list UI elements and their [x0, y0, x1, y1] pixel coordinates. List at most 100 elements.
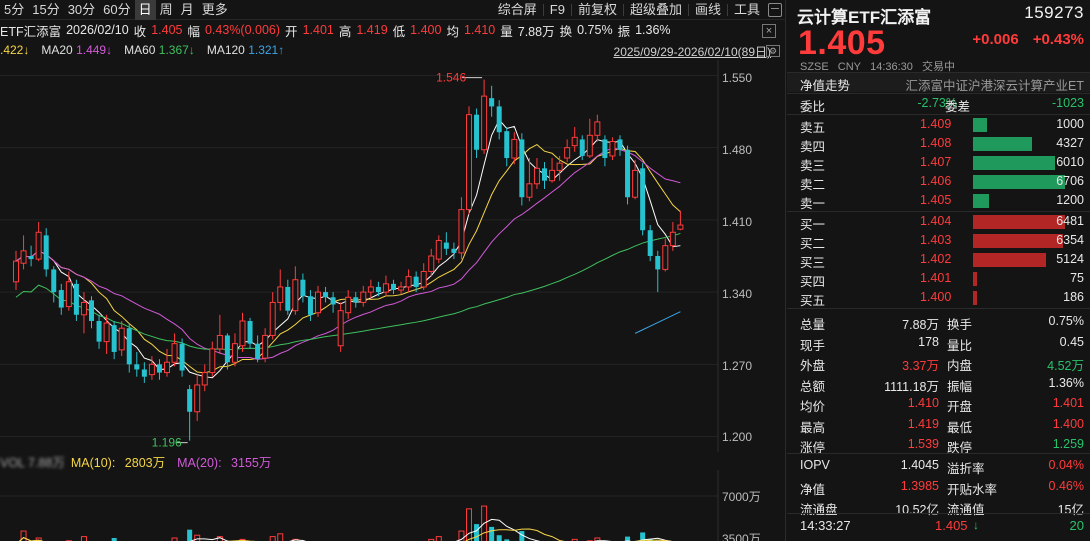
divider [787, 114, 1090, 115]
candle-body-up [609, 140, 616, 157]
stat-row: 外盘 3.37万 内盘 4.52万 [787, 353, 1090, 373]
candle-body-down [285, 286, 291, 311]
bid-level-price: 1.401 [920, 271, 952, 285]
minimize-icon[interactable] [768, 2, 782, 17]
toolbar-separator [622, 3, 624, 16]
info-name: ETF汇添富 [0, 24, 62, 39]
period-30min[interactable]: 30分 [67, 1, 96, 17]
stat-value: 1111.18万 [884, 379, 939, 394]
candle-body-up [586, 134, 593, 157]
candle-body-down [224, 335, 230, 363]
bid-level-row[interactable]: 买三 1.402 5124 [787, 250, 1090, 270]
tool-draw-line[interactable]: 画线 [694, 1, 721, 17]
ask-level-row[interactable]: 卖三 1.407 6010 [787, 153, 1090, 173]
volume-bar-down [187, 529, 193, 541]
candle-body-up [367, 286, 374, 293]
candle-body-down [247, 320, 253, 344]
date-range-link[interactable]: 2025/09/29-2026/02/10(89日) [613, 45, 771, 59]
kline-chart-area[interactable]: 5分 15分 30分 60分 日 周 月 更多 综合屏 F9 前复权 超级叠加 … [0, 0, 786, 541]
candle-body-down [28, 256, 34, 260]
period-5min[interactable]: 5分 [4, 1, 25, 17]
ask-depth-bar [973, 194, 989, 208]
weicha-label: 委差 [945, 100, 971, 114]
period-15min[interactable]: 15分 [32, 1, 60, 17]
period-week[interactable]: 周 [159, 1, 173, 17]
bid-level-label: 买五 [800, 294, 826, 308]
info-vol-label: 量 [500, 24, 513, 39]
price-tick: 1.550 [722, 71, 753, 85]
period-60min[interactable]: 60分 [103, 1, 131, 17]
candle-body-up [382, 283, 389, 293]
stat-value: 1.259 [1052, 437, 1084, 451]
tick-volume: 20 [1069, 518, 1084, 533]
stat-value: 1.4045 [900, 458, 939, 472]
info-high-label: 高 [338, 24, 352, 39]
volume-plot[interactable] [0, 470, 786, 541]
bid-level-row[interactable]: 买二 1.403 6354 [787, 231, 1090, 251]
period-month[interactable]: 月 [180, 1, 194, 17]
candle-body-down [89, 300, 94, 321]
period-day[interactable]: 日 [134, 0, 156, 20]
candle-body-up [571, 136, 578, 147]
ask-depth-bar [973, 175, 1065, 189]
ask-level-row[interactable]: 卖四 1.408 4327 [787, 134, 1090, 154]
stat-value: 4.52万 [1047, 359, 1084, 373]
stat-label: 最高 [800, 420, 826, 435]
stat-row: IOPV 1.4045 溢折率 0.04% [787, 456, 1090, 476]
candle-body-up [662, 245, 669, 270]
nav-trend-label[interactable]: 净值走势 [800, 79, 851, 93]
stat-value: 7.88万 [902, 318, 939, 332]
order-ratio-row: 委比 -2.73% 委差 -1023 [787, 94, 1090, 114]
ask-level-row[interactable]: 卖二 1.406 6706 [787, 172, 1090, 192]
candle-body-up [292, 279, 299, 312]
fund-fullname: 汇添富中证沪港深云计算产业ET [905, 79, 1084, 93]
stat-label: 净值 [800, 482, 826, 497]
stat-label: 跌停 [947, 441, 973, 455]
info-amp: 0.43%(0.006) [204, 23, 281, 37]
vol-ma10-label: MA(10): [70, 455, 116, 470]
candlestick-plot[interactable]: 1.546 1.196 [0, 60, 786, 452]
candle-body-down [307, 296, 313, 315]
candle-body-up [118, 327, 125, 351]
bid-level-price: 1.403 [920, 233, 952, 247]
tool-super-overlay[interactable]: 超级叠加 [629, 1, 682, 17]
candle-body-down [375, 286, 381, 293]
stat-value: 0.46% [1048, 478, 1084, 493]
high-marker-label: 1.546 [436, 71, 466, 85]
settings-icon[interactable]: ⚙ [766, 45, 780, 57]
ask-level-row[interactable]: 卖五 1.409 1000 [787, 115, 1090, 135]
candle-body-down [323, 292, 329, 298]
candle-body-up [315, 291, 321, 314]
tool-tools[interactable]: 工具 [733, 1, 760, 17]
currency: CNY [837, 61, 862, 73]
price-tick: 1.200 [722, 430, 753, 444]
tick-time: 14:33:27 [800, 518, 851, 533]
exchange: SZSE [800, 61, 829, 73]
ask-level-volume: 6010 [1056, 155, 1084, 169]
ma60-value: 1.367↓ [158, 43, 195, 57]
info-avg: 1.410 [463, 23, 496, 37]
stat-value: 1.36% [1048, 375, 1084, 390]
ask-level-price: 1.408 [920, 136, 952, 150]
candle-body-down [134, 364, 140, 370]
volume-bar-down [489, 526, 495, 541]
nav-trend-row[interactable]: 净值走势 汇添富中证沪港深云计算产业ET [787, 73, 1090, 93]
tool-f9[interactable]: F9 [549, 1, 565, 17]
stat-value: 0.45 [1059, 334, 1084, 349]
bid-level-row[interactable]: 买一 1.404 6481 [787, 212, 1090, 232]
tool-forward-adjust[interactable]: 前复权 [577, 1, 617, 17]
stat-label: 内盘 [947, 359, 973, 373]
info-avg-label: 均 [446, 24, 459, 39]
collapse-icon[interactable]: × [762, 24, 776, 38]
bid-level-row[interactable]: 买四 1.401 75 [787, 269, 1090, 289]
stat-value: 1.410 [907, 396, 939, 410]
ma60-line [15, 232, 681, 350]
bid-level-price: 1.404 [920, 214, 952, 228]
tool-composite-screen[interactable]: 综合屏 [497, 1, 537, 17]
bid-level-row[interactable]: 买五 1.400 186 [787, 288, 1090, 308]
period-more[interactable]: 更多 [201, 1, 228, 17]
ask-level-price: 1.405 [920, 193, 952, 207]
volume-bar-up [216, 536, 223, 541]
ask-level-row[interactable]: 卖一 1.405 1200 [787, 191, 1090, 211]
ask-level-label: 卖三 [800, 159, 826, 173]
